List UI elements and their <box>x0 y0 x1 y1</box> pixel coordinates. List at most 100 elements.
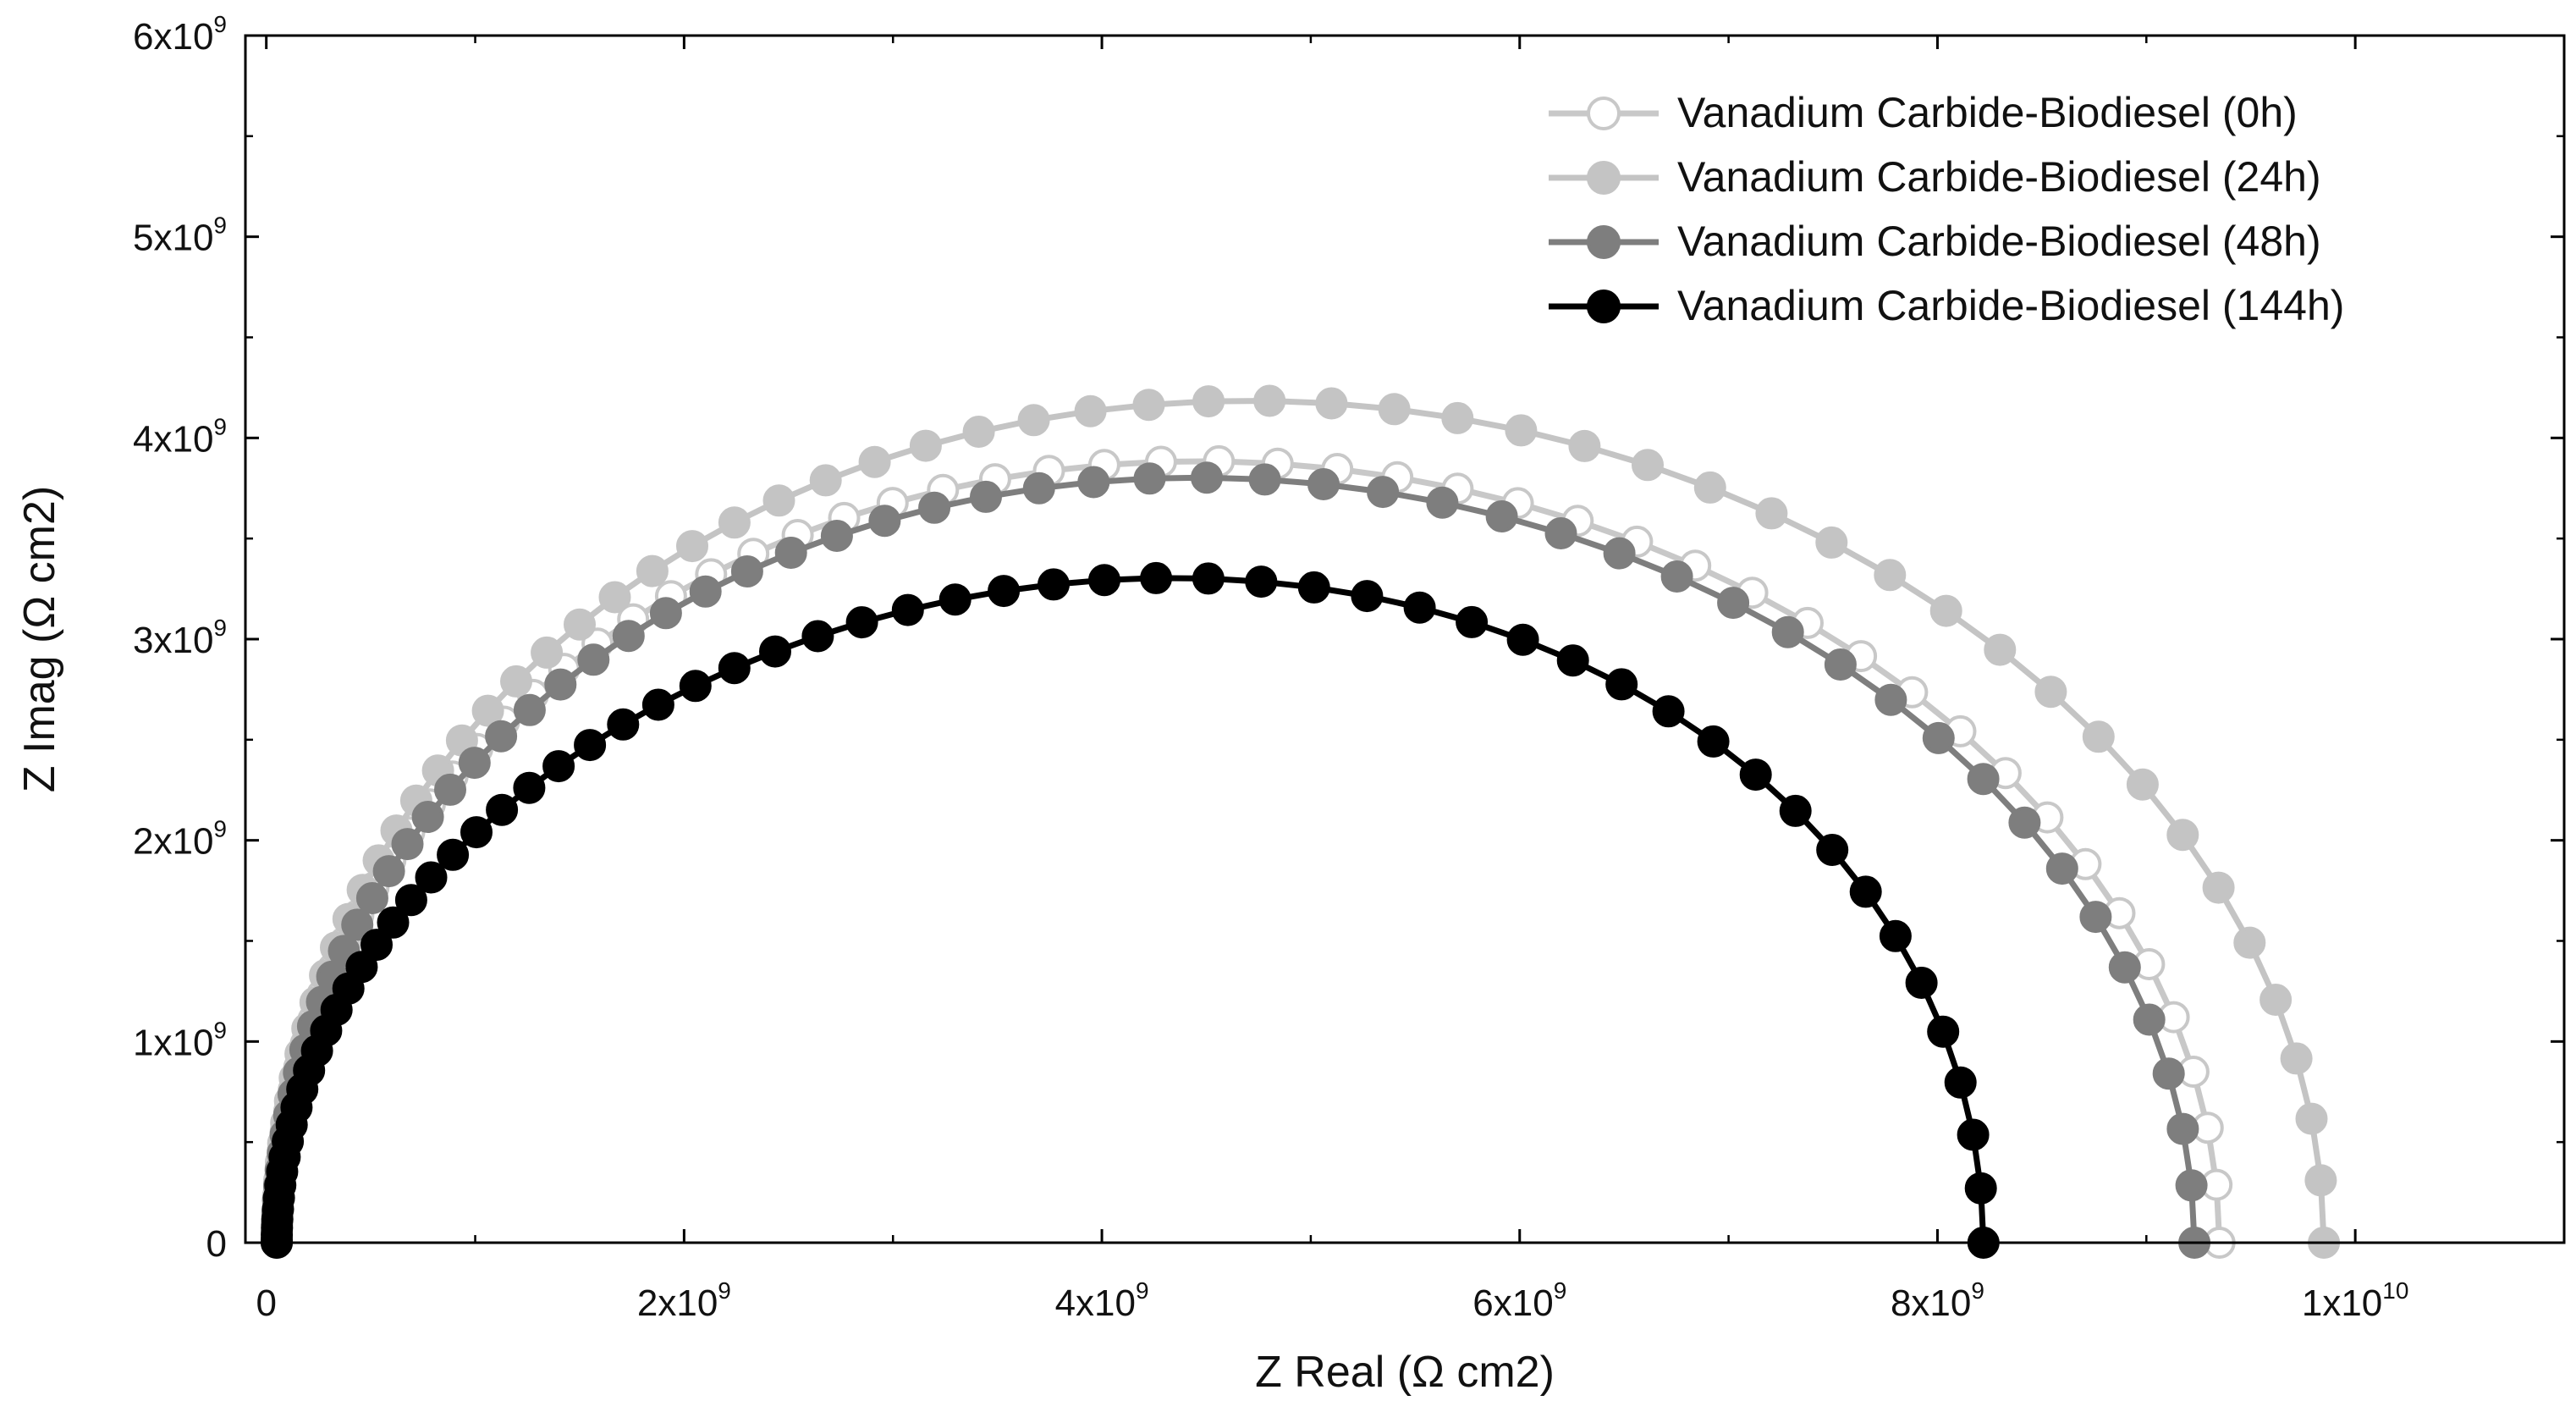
series-line <box>273 575 1987 1244</box>
data-point <box>1315 387 1348 420</box>
x-tick-exponent: 9 <box>718 1277 731 1304</box>
data-point <box>598 581 631 614</box>
data-point <box>891 593 924 626</box>
data-point <box>2133 1003 2166 1036</box>
data-point <box>1771 615 1804 648</box>
y-tick-label: 6x109 <box>133 11 227 58</box>
data-point <box>1697 725 1730 758</box>
data-point <box>2079 901 2112 934</box>
x-tick-label: 6x109 <box>1472 1277 1566 1324</box>
data-point <box>1307 468 1340 500</box>
y-tick-label: 1x109 <box>133 1017 227 1063</box>
data-point <box>471 694 504 727</box>
data-point <box>774 537 807 569</box>
data-point <box>355 882 388 914</box>
data-point <box>1132 389 1165 422</box>
data-point <box>1603 537 1636 570</box>
y-tick-mantissa: 2x10 <box>133 821 213 863</box>
data-point <box>988 575 1021 608</box>
data-point <box>689 575 722 608</box>
data-point <box>1505 414 1538 447</box>
data-point <box>1717 587 1750 620</box>
data-point <box>485 720 518 753</box>
data-point <box>1248 463 1281 496</box>
data-point <box>1017 404 1050 437</box>
x-tick-exponent: 9 <box>1554 1277 1567 1304</box>
data-point <box>1556 644 1589 677</box>
y-tick-exponent: 9 <box>213 413 227 439</box>
data-point <box>2008 806 2041 839</box>
x-tick-mantissa: 8x10 <box>1891 1282 1971 1324</box>
data-point <box>345 951 378 984</box>
data-point <box>361 929 393 962</box>
data-point <box>1660 560 1693 593</box>
legend-marker <box>1587 225 1621 259</box>
data-point <box>909 429 942 462</box>
data-point <box>411 801 444 833</box>
x-axis-title: Z Real (Ω cm2) <box>1255 1348 1555 1397</box>
y-tick-mantissa: 5x10 <box>133 218 213 259</box>
x-tick-label: 8x109 <box>1891 1277 1984 1324</box>
data-point <box>513 693 546 726</box>
data-point <box>1964 1172 1997 1205</box>
legend-marker <box>1587 161 1621 195</box>
data-point <box>1074 394 1107 427</box>
y-tick-exponent: 9 <box>213 1017 227 1043</box>
data-point <box>1485 500 1518 532</box>
data-point <box>2233 926 2266 959</box>
data-point <box>2082 720 2115 753</box>
data-point <box>649 597 682 630</box>
data-point <box>1927 1015 1960 1048</box>
data-point <box>718 506 751 539</box>
y-axis-title: Z Imag (Ω cm2) <box>15 486 64 792</box>
data-point <box>1140 561 1173 594</box>
data-point <box>1568 429 1601 462</box>
x-tick-mantissa: 4x10 <box>1055 1282 1136 1324</box>
data-point <box>1815 526 1848 559</box>
data-point <box>1077 466 1110 499</box>
data-point <box>2045 852 2078 885</box>
data-point <box>809 464 842 497</box>
data-point <box>544 668 577 701</box>
y-tick-label: 4x109 <box>133 413 227 460</box>
data-point <box>372 855 405 888</box>
data-point <box>1849 875 1882 908</box>
data-point <box>1967 763 2000 796</box>
data-point <box>918 491 951 524</box>
data-point <box>1984 633 2017 666</box>
x-tick-label: 0 <box>256 1282 276 1324</box>
y-tick-label: 5x109 <box>133 212 227 259</box>
legend-label: Vanadium Carbide-Biodiesel (144h) <box>1677 282 2344 329</box>
data-point <box>820 520 853 552</box>
series-0 <box>261 444 2236 1259</box>
data-point <box>1506 623 1539 656</box>
data-point <box>1367 476 1400 509</box>
y-tick-label: 0 <box>206 1223 227 1265</box>
data-point <box>1192 385 1225 418</box>
x-tick-mantissa: 0 <box>256 1282 276 1324</box>
data-point <box>612 620 645 653</box>
data-point <box>1957 1118 1990 1151</box>
x-tick-mantissa: 6x10 <box>1472 1282 1553 1324</box>
data-point <box>2280 1042 2313 1075</box>
data-point <box>458 747 491 780</box>
data-point <box>1824 648 1857 681</box>
legend-marker <box>1587 290 1621 323</box>
data-point <box>2260 984 2293 1016</box>
legend-label: Vanadium Carbide-Biodiesel (0h) <box>1677 89 2298 136</box>
data-point <box>1245 565 1278 598</box>
data-point <box>486 793 519 826</box>
legend-item: Vanadium Carbide-Biodiesel (24h) <box>1549 153 2321 201</box>
y-tick-mantissa: 1x10 <box>133 1022 213 1063</box>
data-point <box>1456 605 1489 638</box>
data-point <box>2304 1164 2337 1197</box>
data-point <box>341 908 374 941</box>
data-point <box>868 505 901 538</box>
data-point <box>1605 668 1638 701</box>
data-point <box>1426 486 1459 519</box>
y-tick-exponent: 9 <box>213 11 227 37</box>
data-point <box>564 608 596 641</box>
x-tick-mantissa: 1x10 <box>2302 1282 2382 1324</box>
y-tick-mantissa: 0 <box>206 1223 227 1265</box>
data-point <box>1944 1066 1977 1099</box>
